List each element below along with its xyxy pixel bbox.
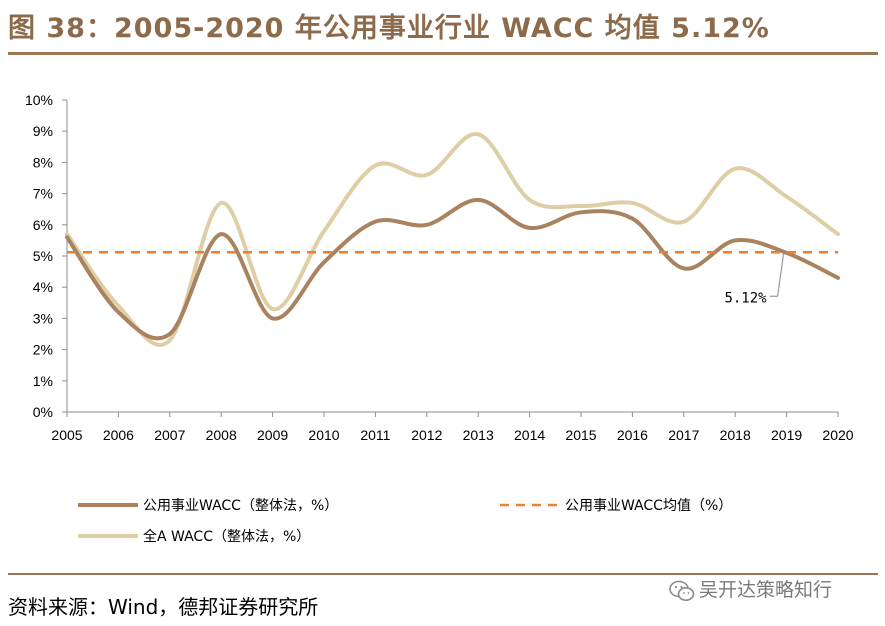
chart-annotation: 5.12% bbox=[724, 253, 785, 306]
y-tick-label: 0% bbox=[33, 404, 53, 420]
x-tick-label: 2019 bbox=[771, 427, 802, 443]
y-tick-label: 6% bbox=[33, 217, 53, 233]
x-tick-label: 2015 bbox=[565, 427, 596, 443]
x-tick-label: 2009 bbox=[257, 427, 288, 443]
y-tick-label: 7% bbox=[33, 186, 53, 202]
y-tick-label: 3% bbox=[33, 310, 53, 326]
x-tick-label: 2012 bbox=[411, 427, 442, 443]
y-tick-label: 1% bbox=[33, 373, 53, 389]
mean-annotation-label: 5.12% bbox=[724, 290, 767, 306]
source-note: 资料来源：Wind，德邦证券研究所 bbox=[8, 595, 319, 619]
y-tick-label: 2% bbox=[33, 342, 53, 358]
wechat-icon bbox=[669, 580, 695, 601]
x-tick-label: 2008 bbox=[206, 427, 237, 443]
x-tick-label: 2014 bbox=[514, 427, 545, 443]
y-tick-label: 10% bbox=[25, 92, 53, 108]
y-tick-label: 4% bbox=[33, 279, 53, 295]
annotation-leader bbox=[769, 253, 785, 297]
legend-mean-wacc-label: 公用事业WACC均值（%） bbox=[565, 498, 732, 514]
x-tick-label: 2011 bbox=[360, 427, 390, 443]
watermark-text: 吴开达策略知行 bbox=[699, 579, 833, 601]
x-tick-label: 2016 bbox=[617, 427, 648, 443]
y-tick-label: 9% bbox=[33, 123, 53, 139]
x-tick-label: 2007 bbox=[154, 427, 185, 443]
chart-title: 图 38：2005-2020 年公用事业行业 WACC 均值 5.12% bbox=[8, 13, 770, 44]
x-tick-label: 2018 bbox=[720, 427, 751, 443]
x-tick-label: 2013 bbox=[463, 427, 494, 443]
x-tick-label: 2020 bbox=[822, 427, 853, 443]
title-divider bbox=[8, 52, 878, 55]
legend-market-wacc-label: 全A WACC（整体法，%） bbox=[143, 528, 310, 545]
y-tick-label: 8% bbox=[33, 154, 53, 170]
chart-series bbox=[65, 132, 840, 347]
y-tick-label: 5% bbox=[33, 248, 53, 264]
footer-divider bbox=[8, 573, 878, 575]
x-tick-label: 2005 bbox=[51, 427, 82, 443]
chart-legend: 公用事业WACC（整体法，%） 公用事业WACC均值（%） 全A WACC（整体法，… bbox=[78, 498, 732, 545]
utility-wacc-line bbox=[65, 197, 840, 341]
x-tick-label: 2006 bbox=[103, 427, 134, 443]
watermark: 吴开达策略知行 bbox=[669, 575, 832, 602]
legend-utility-wacc-label: 公用事业WACC（整体法，%） bbox=[143, 498, 338, 514]
chart-axes: 0% 1% 2% 3% 4% 5% 6% 7% 8% 9% 10% 2005 2006 2007 2008 2… bbox=[25, 92, 854, 443]
x-tick-label: 2010 bbox=[308, 427, 339, 443]
x-tick-label: 2017 bbox=[668, 427, 699, 443]
